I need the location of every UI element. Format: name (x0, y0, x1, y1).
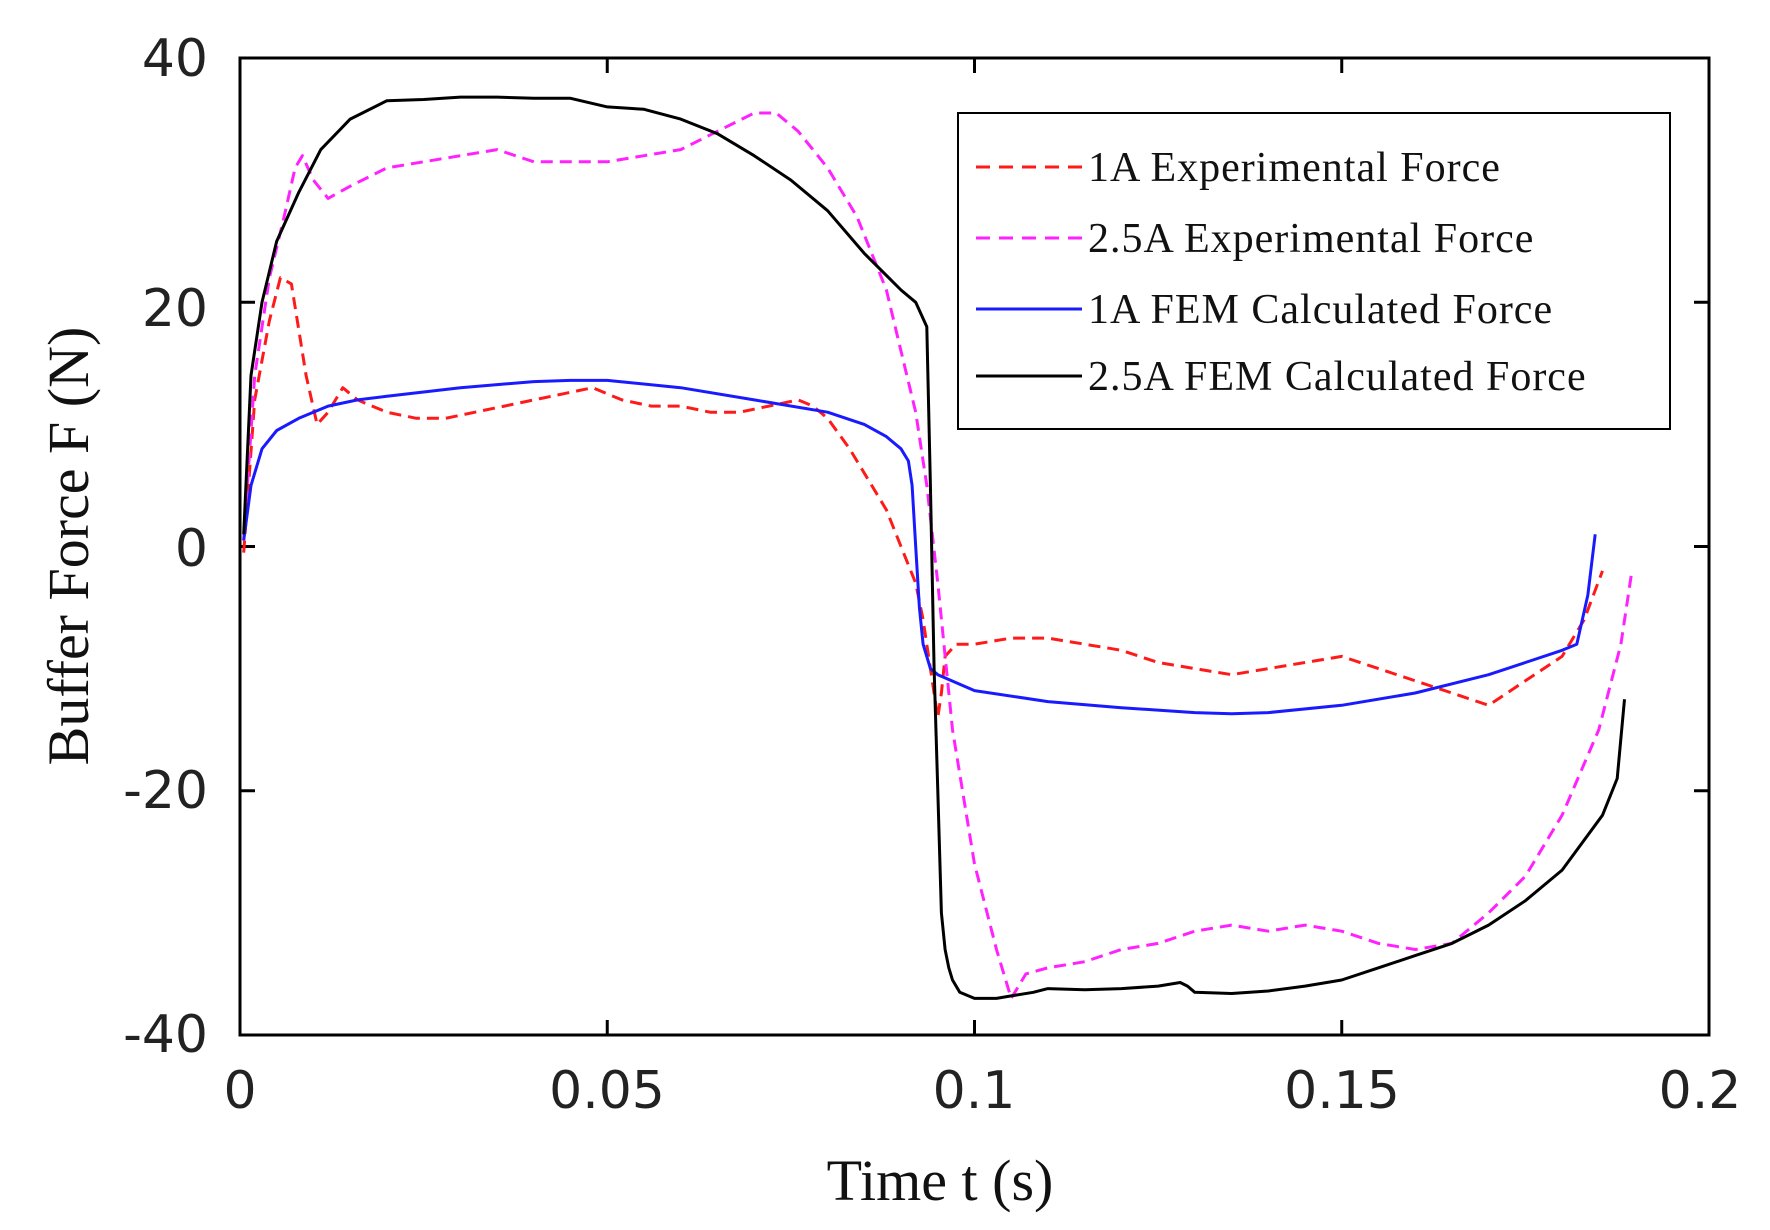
x-tick-label: 0.05 (549, 1061, 665, 1121)
series-line-0 (242, 276, 1604, 719)
y-tick-label: 40 (142, 29, 208, 89)
y-axis-title: Buffer Force F (N) (36, 327, 101, 766)
series-layer (242, 95, 1634, 1000)
series-line-1 (242, 111, 1634, 1000)
x-tick-label: 0.1 (933, 1061, 1016, 1121)
series-line-3 (242, 95, 1626, 1000)
y-tick-label: 0 (175, 519, 208, 579)
x-tick-label: 0 (223, 1061, 256, 1121)
y-tick-label: -20 (123, 761, 208, 821)
y-tick-label: 20 (142, 279, 208, 339)
axis-ticks (238, 56, 1711, 1037)
series-line-2 (242, 378, 1597, 716)
legend-label: 1A FEM Calculated Force (1088, 287, 1553, 333)
x-axis-title: Time t (s) (827, 1148, 1054, 1213)
legend: 1A Experimental Force 2.5A Experimental … (957, 112, 1671, 430)
y-axis-labels: 40 20 0 -20 -40 (123, 29, 208, 1065)
y-tick-label: -40 (123, 1005, 208, 1065)
x-tick-label: 0.2 (1659, 1061, 1742, 1121)
legend-label: 2.5A Experimental Force (1088, 216, 1534, 262)
x-axis-labels: 0 0.05 0.1 0.15 0.2 (223, 1061, 1741, 1121)
x-tick-label: 0.15 (1284, 1061, 1400, 1121)
legend-label: 2.5A FEM Calculated Force (1088, 354, 1587, 400)
legend-label: 1A Experimental Force (1088, 145, 1501, 191)
